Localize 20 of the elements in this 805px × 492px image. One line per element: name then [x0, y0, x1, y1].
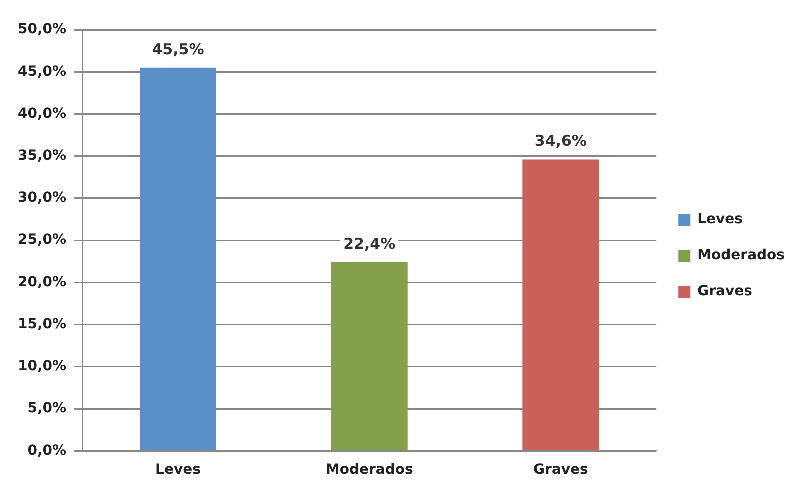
data-label: 34,6% [534, 132, 587, 150]
y-tick-label: 10,0% [18, 358, 67, 375]
y-tick-label: 20,0% [18, 274, 67, 290]
legend-label: Graves [698, 284, 752, 300]
x-tick-label: Moderados [326, 462, 414, 478]
y-tick-label: 35,0% [18, 148, 67, 164]
legend-label: Leves [698, 212, 743, 228]
y-tick-label: 5,0% [28, 400, 67, 417]
data-label: 45,5% [152, 40, 204, 58]
y-tick-label: 15,0% [18, 316, 67, 332]
data-label: 22,4% [344, 234, 396, 253]
y-tick-label: 30,0% [18, 190, 67, 206]
y-tick-label: 45,0% [18, 64, 67, 80]
x-tick-label: Graves [534, 462, 588, 478]
y-tick-label: 40,0% [18, 106, 67, 122]
x-tick-label: Leves [156, 462, 201, 478]
y-tick-label: 50,0% [18, 22, 67, 38]
y-tick-label: 25,0% [18, 232, 67, 248]
legend-label: Moderados [698, 248, 785, 264]
y-tick-label: 0,0% [28, 442, 67, 459]
